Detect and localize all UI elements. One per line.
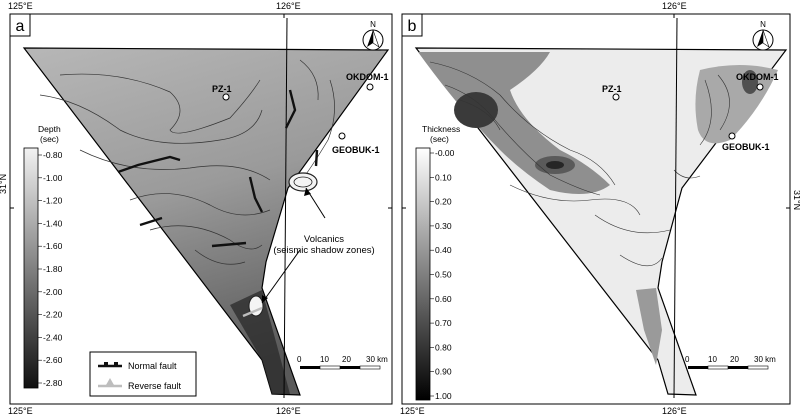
volcanics-label: Volcanics xyxy=(304,234,344,245)
arrow-head xyxy=(262,295,268,303)
north-arrow-icon xyxy=(752,29,774,51)
colorbar-tick-label: -2.00 xyxy=(43,287,63,297)
volcanics-sublabel: (seismic shadow zones) xyxy=(273,245,374,256)
colorbar-tick-label: 0.20 xyxy=(435,197,452,207)
colorbar-ticks: -0.00 0.10 0.20 0.30 0.40 0.50 0.60 0.70 0.80 0.9… xyxy=(430,148,455,401)
north-label: N xyxy=(370,20,376,29)
panel-letter: b xyxy=(408,18,417,35)
colorbar-tick-label: -1.00 xyxy=(43,173,63,183)
colorbar-tick-label: -1.60 xyxy=(43,241,63,251)
colorbar-tick-label: 1.00 xyxy=(435,391,452,401)
colorbar-tick-label: 0.90 xyxy=(435,367,452,377)
reverse-fault-triangle xyxy=(106,378,114,385)
coord-label-top-mid: 126°E xyxy=(662,1,687,11)
colorbar-tick-label: -1.80 xyxy=(43,264,63,274)
well-marker-geobuk1 xyxy=(728,132,736,140)
colorbar-tick-label: -2.80 xyxy=(43,378,63,388)
panel-a-depth-map: 125°E 126°E 125°E 126°E 31°N xyxy=(0,1,393,416)
colorbar-ramp xyxy=(415,147,431,401)
colorbar-tick-label: -1.20 xyxy=(43,196,63,206)
scale-bar xyxy=(300,365,381,370)
coord-label-bottom-left: 125°E xyxy=(400,406,425,416)
well-label-okdom1: OKDOM-1 xyxy=(736,72,779,82)
colorbar-tick-label: 0.30 xyxy=(435,221,452,231)
depth-contours xyxy=(39,59,335,265)
meridian-126e xyxy=(283,17,288,399)
colorbar-tick-label: 0.70 xyxy=(435,318,452,328)
scale-tick-30km: 30 km xyxy=(754,355,776,364)
panel-letter: a xyxy=(16,18,25,35)
well-marker-okdom1 xyxy=(366,83,374,91)
colorbar-ramp xyxy=(23,147,39,389)
well-marker-okdom1 xyxy=(756,83,764,91)
well-label-geobuk1: GEOBUK-1 xyxy=(722,142,770,152)
well-label-pz1: PZ-1 xyxy=(212,84,232,94)
coord-label-right-lat: 31°N xyxy=(792,190,800,210)
well-label-pz1: PZ-1 xyxy=(602,84,622,94)
volcanics-zone-1 xyxy=(288,172,318,192)
normal-fault-tick xyxy=(114,362,118,366)
colorbar-ticks: -0.80 -1.00 -1.20 -1.40 -1.60 -1.80 -2.00 -2.20… xyxy=(38,150,63,388)
coord-label-left-lat: 31°N xyxy=(0,174,8,194)
fault-legend xyxy=(89,351,197,397)
panel-letter-box xyxy=(401,13,423,37)
arrow-head xyxy=(304,188,311,196)
legend-reverse-fault: Reverse fault xyxy=(128,381,182,391)
colorbar-unit: (sec) xyxy=(40,134,59,144)
scale-tick-0: 0 xyxy=(297,355,302,364)
colorbar-title: Thickness xyxy=(422,124,460,134)
colorbar-tick-label: -2.60 xyxy=(43,355,63,365)
colorbar-tick-label: 0.10 xyxy=(435,172,452,182)
colorbar-tick-label: -2.40 xyxy=(43,332,63,342)
panel-letter-box xyxy=(9,13,31,37)
volcanics-zone-1-inner xyxy=(293,176,313,188)
coord-label-bottom-mid: 126°E xyxy=(276,406,301,416)
scale-tick-20: 20 xyxy=(342,355,351,364)
well-marker-pz1 xyxy=(222,93,230,101)
colorbar-tick-label: 0.50 xyxy=(435,270,452,280)
scale-tick-0: 0 xyxy=(685,355,690,364)
colorbar-unit: (sec) xyxy=(430,134,449,144)
scale-tick-20: 20 xyxy=(730,355,739,364)
colorbar-tick-label: -0.00 xyxy=(435,148,455,158)
well-marker-pz1 xyxy=(612,93,620,101)
well-label-okdom1: OKDOM-1 xyxy=(346,72,389,82)
reverse-fault xyxy=(242,306,263,318)
panel-b-svg: 126°E 125°E 126°E 31°N PZ-1 OKDOM-1 GEOB… xyxy=(400,1,800,416)
colorbar-tick-label: -2.20 xyxy=(43,310,63,320)
legend-normal-fault: Normal fault xyxy=(128,361,177,371)
north-arrow-icon xyxy=(362,29,384,51)
colorbar-tick-label: -0.80 xyxy=(43,150,63,160)
panel-b-thickness-map: 126°E 125°E 126°E 31°N PZ-1 OKDOM-1 GEOB… xyxy=(400,0,800,417)
colorbar-tick-label: 0.40 xyxy=(435,245,452,255)
coord-label-bottom-mid: 126°E xyxy=(662,406,687,416)
panel-a-svg: 125°E 126°E 125°E 126°E 31°N xyxy=(0,1,393,416)
coord-label-top-mid: 126°E xyxy=(276,1,301,11)
well-marker-geobuk1 xyxy=(338,132,346,140)
scale-bar xyxy=(688,365,769,370)
scale-tick-10: 10 xyxy=(708,355,717,364)
well-label-geobuk1: GEOBUK-1 xyxy=(332,145,380,155)
colorbar-tick-label: -1.40 xyxy=(43,218,63,228)
colorbar-title: Depth xyxy=(38,124,61,134)
meridian-126e xyxy=(673,17,678,399)
coord-label-bottom-left: 125°E xyxy=(8,406,33,416)
thickness-shading xyxy=(418,52,778,365)
normal-fault-tick xyxy=(104,362,108,366)
scale-tick-10: 10 xyxy=(320,355,329,364)
thickness-contours xyxy=(429,61,730,267)
coord-label-top-left: 125°E xyxy=(8,1,33,11)
normal-faults xyxy=(117,89,319,248)
scale-tick-30km: 30 km xyxy=(366,355,388,364)
colorbar-tick-label: 0.60 xyxy=(435,294,452,304)
north-label: N xyxy=(760,20,766,29)
colorbar-tick-label: 0.80 xyxy=(435,342,452,352)
